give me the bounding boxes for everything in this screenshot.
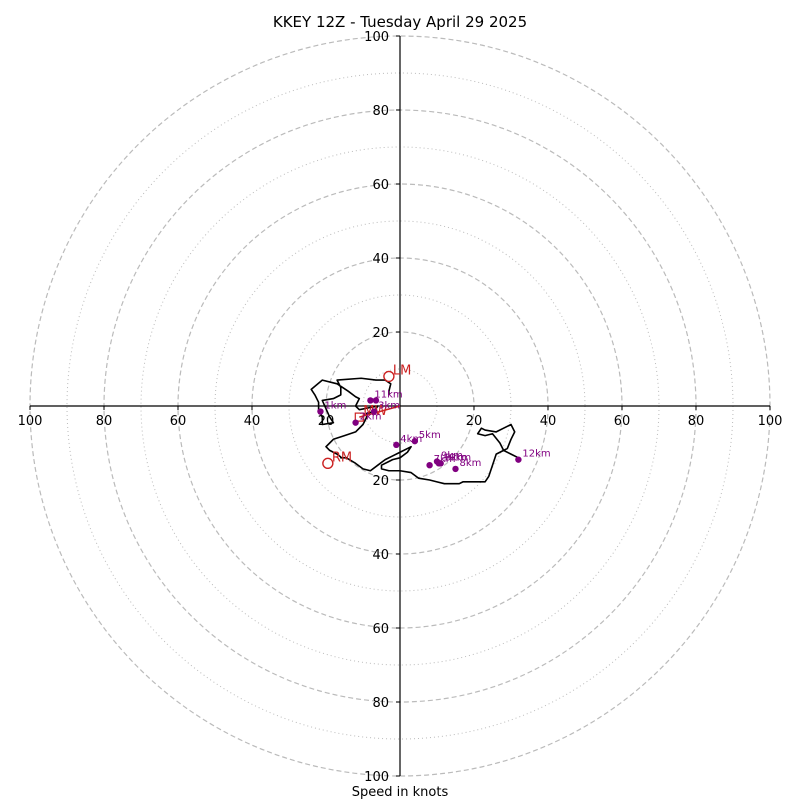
height-marker-label: 9km — [441, 451, 463, 462]
height-marker-label: 6km — [445, 452, 467, 463]
height-marker — [317, 408, 324, 415]
x-tick-label: 40 — [244, 414, 261, 429]
height-marker-label: 10km — [443, 452, 471, 463]
x-tick-label: 60 — [170, 414, 187, 429]
y-tick-label: 40 — [372, 548, 389, 563]
height-marker — [393, 441, 400, 449]
x-axis-label: Speed in knots — [352, 785, 449, 800]
y-tick-label: 20 — [372, 326, 389, 341]
mean-wind-marker — [354, 412, 364, 422]
shear-vector-line — [359, 405, 401, 418]
y-tick-label: 80 — [372, 104, 389, 119]
storm-motion-marker — [383, 370, 395, 383]
storm-motion-marker — [322, 457, 334, 470]
chart-title: KKEY 12Z - Tuesday April 29 2025 — [273, 13, 527, 31]
x-tick-label: 40 — [540, 414, 557, 429]
y-tick-label: 60 — [372, 178, 389, 193]
x-tick-label: 60 — [614, 414, 631, 429]
height-marker-label: 3km — [378, 401, 400, 412]
height-marker — [370, 408, 378, 415]
y-tick-label: 20 — [372, 474, 389, 489]
height-marker-label: 11km — [374, 389, 402, 400]
height-marker — [452, 465, 459, 473]
height-marker-label: 5km — [419, 430, 441, 441]
y-tick-label: 40 — [372, 252, 389, 267]
height-marker-label: 4km — [400, 434, 422, 445]
y-tick-label: 80 — [372, 696, 389, 711]
y-tick-label: 100 — [364, 770, 389, 785]
height-marker — [435, 460, 443, 467]
y-tick-label: 100 — [364, 30, 389, 45]
height-marker — [367, 397, 374, 404]
x-tick-label: 80 — [688, 414, 705, 429]
height-marker — [411, 437, 418, 445]
y-tick-label: 60 — [372, 622, 389, 637]
height-marker-label: 12km — [522, 449, 550, 460]
hodograph-line — [310, 377, 519, 485]
height-marker — [426, 462, 433, 469]
shear-vector — [359, 405, 401, 418]
y-tick-labels: 100 80 60 40 20 20 40 60 80 100 — [364, 30, 400, 785]
x-tick-label: 20 — [466, 414, 483, 429]
height-marker — [372, 397, 380, 404]
height-marker-label: 2km — [360, 412, 382, 423]
height-marker-label: 8km — [460, 458, 482, 469]
storm-motion-label: RM — [332, 450, 352, 465]
height-marker — [515, 456, 522, 463]
height-marker-label: 7km — [434, 454, 456, 465]
x-tick-label: 100 — [18, 414, 43, 429]
height-marker — [352, 419, 359, 426]
hodograph-trace — [310, 377, 519, 485]
height-marker-label: 1km — [324, 401, 346, 412]
storm-motion-label: LM — [393, 363, 411, 378]
x-tick-label: 100 — [758, 414, 783, 429]
x-tick-label: 80 — [96, 414, 113, 429]
